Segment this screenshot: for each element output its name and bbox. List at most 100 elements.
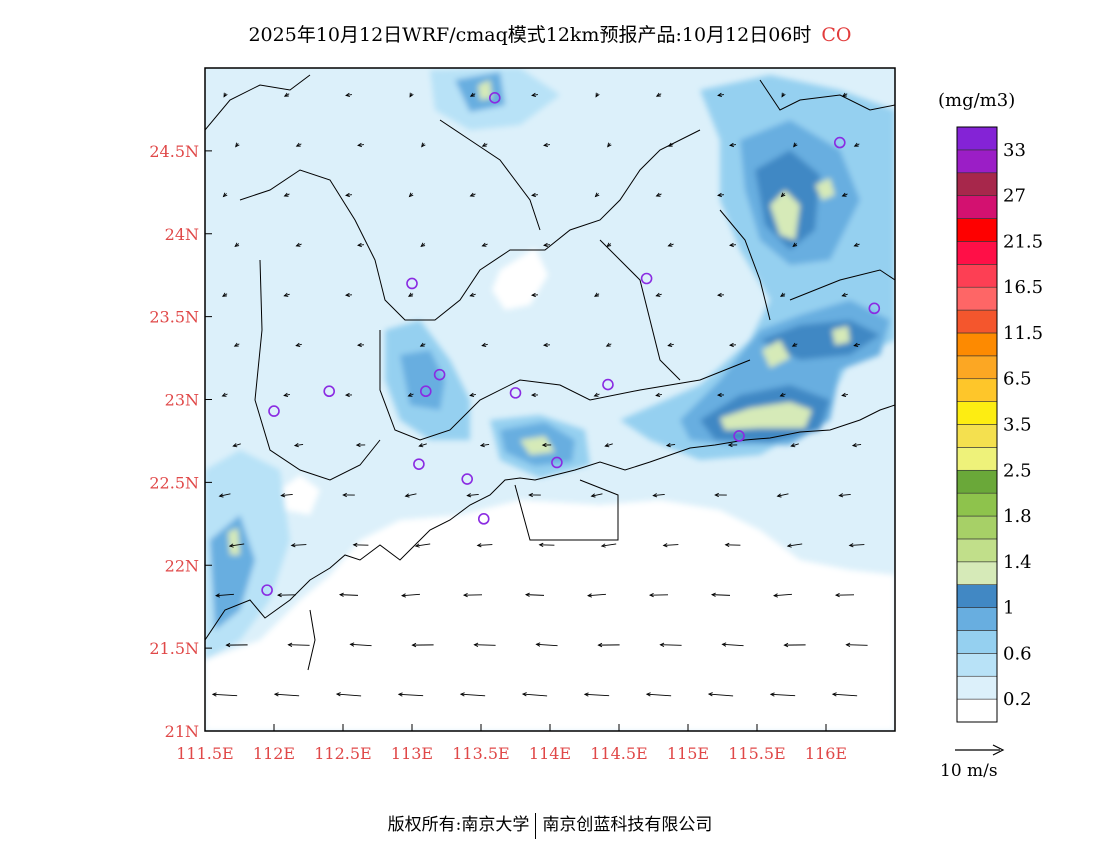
copyright-left: 版权所有:南京大学 <box>387 815 530 835</box>
station-marker <box>733 430 745 442</box>
colorbar-swatch <box>956 607 998 631</box>
wind-arrow-head <box>344 292 350 298</box>
boundaries <box>205 74 895 671</box>
wind-arrow-head <box>420 242 426 248</box>
colorbar-swatch <box>956 126 998 151</box>
colorbar-label: 27 <box>1003 186 1026 207</box>
hk-boundary <box>514 479 619 541</box>
wind-arrow-head <box>481 142 487 147</box>
station-marker <box>551 456 563 469</box>
wind-arrow <box>274 693 300 697</box>
province-boundary <box>205 74 311 131</box>
peak-conc-area <box>520 436 555 455</box>
wind-arrow-head <box>791 342 797 347</box>
wind-arrow-head <box>841 292 847 297</box>
colorbar-label: 1.8 <box>1003 506 1032 527</box>
wind-arrow-head <box>594 292 599 297</box>
wind-arrow-head <box>655 192 661 197</box>
wind-arrow <box>229 543 245 547</box>
station-marker <box>640 272 653 285</box>
wind-arrow-head <box>605 342 611 347</box>
wind-arrow <box>350 643 372 647</box>
y-tick-label: 22N <box>165 556 199 575</box>
province-boundary <box>239 129 701 321</box>
wind-arrow-head <box>215 593 220 598</box>
colorbar-swatch <box>956 515 998 540</box>
y-tick-label: 21N <box>165 722 199 741</box>
colorbar-label: 16.5 <box>1003 277 1043 298</box>
wind-arrow-head <box>597 642 603 648</box>
wind-arrow-head <box>414 543 420 548</box>
wind-arrow-head <box>717 192 722 198</box>
colorbar-swatch <box>956 149 998 174</box>
wind-arrow-head <box>466 493 472 498</box>
wind-arrow-head <box>479 442 485 448</box>
province-boundary <box>789 269 895 301</box>
wind-arrow-head <box>841 392 847 398</box>
wind-arrow-head <box>853 142 859 147</box>
colorbar-label: 21.5 <box>1003 231 1043 252</box>
wind-arrow <box>846 644 868 646</box>
y-axis: 21N 21.5N 22N 22.5N 23N 23.5N 24N 24.5N <box>149 142 212 741</box>
province-boundary <box>307 609 316 671</box>
colorbar-swatch <box>956 561 998 585</box>
reference-arrow-head <box>992 744 1005 756</box>
wind-arrow-head <box>408 192 414 198</box>
wind-arrow-head <box>459 692 465 697</box>
title-text: 2025年10月12日WRF/cmaq模式12km预报产品:10月12日06时 <box>248 24 812 46</box>
station-markers <box>261 92 881 596</box>
x-tick-label: 111.5E <box>176 744 233 763</box>
wind-arrow-head <box>729 242 734 248</box>
wind-arrow-head <box>481 242 487 247</box>
wind-arrow <box>832 693 858 697</box>
colorbar-swatch <box>956 584 998 608</box>
very-high-conc-area <box>760 320 880 360</box>
wind-arrow <box>480 443 490 447</box>
province-boundary <box>439 119 541 231</box>
wind-arrow-head <box>607 142 612 148</box>
wind-arrow-head <box>469 92 475 97</box>
wind-arrow <box>402 593 420 597</box>
wind-arrow <box>536 643 558 647</box>
station-marker <box>488 92 501 104</box>
wind-arrow-head <box>408 292 413 297</box>
x-tick-label: 113.5E <box>452 744 509 763</box>
y-tick-label: 24N <box>165 225 199 244</box>
wind-arrow-head <box>469 392 475 398</box>
x-tick-label: 112E <box>253 744 295 763</box>
wind-arrow-head <box>834 592 840 598</box>
wind-arrow-head <box>344 392 350 398</box>
colorbar-swatch <box>956 264 998 288</box>
wind-vectors <box>211 92 868 697</box>
x-tick-label: 114E <box>529 744 571 763</box>
wind-arrow-head <box>462 592 468 598</box>
wind-arrow <box>787 543 803 547</box>
wind-arrow-head <box>225 642 231 648</box>
wind-arrow-head <box>655 92 661 97</box>
wind-arrow <box>722 643 744 647</box>
colorbar-label: 33 <box>1003 140 1026 161</box>
wind-arrow <box>588 593 606 597</box>
wind-arrow <box>660 644 682 646</box>
colorbar-swatch <box>956 195 998 219</box>
wind-arrow-head <box>583 692 589 697</box>
wind-arrow-head <box>218 493 224 498</box>
wind-arrow-head <box>356 342 362 348</box>
peak-conc-area <box>762 340 790 368</box>
station-marker <box>413 458 425 470</box>
colorbar-swatch <box>956 286 998 311</box>
wind-arrow-head <box>232 443 238 448</box>
wind-arrow-head <box>786 543 792 548</box>
wind-arrow-head <box>345 92 351 98</box>
wind-arrow-head <box>716 292 722 298</box>
wind-arrow-head <box>652 493 658 498</box>
wind-arrow <box>601 543 617 547</box>
wind-arrow-head <box>531 92 537 98</box>
colorbar-swatch <box>956 378 998 402</box>
wind-arrow <box>291 544 307 546</box>
peak-conc-area <box>720 402 812 430</box>
wind-arrow-head <box>543 142 549 148</box>
wind-arrow-head <box>233 342 239 347</box>
peak-conc-area <box>815 178 835 200</box>
